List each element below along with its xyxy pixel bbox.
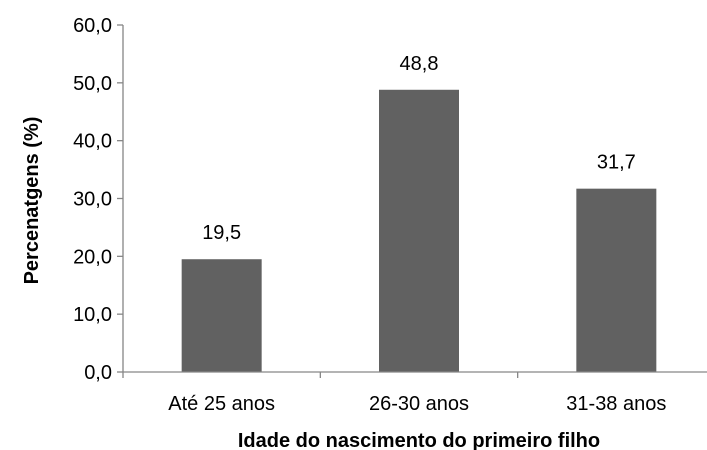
y-tick-label: 20,0 [73, 246, 112, 268]
y-tick-label: 0,0 [84, 362, 112, 384]
data-label: 31,7 [597, 152, 636, 174]
bar [181, 259, 262, 372]
data-label: 19,5 [202, 222, 241, 244]
bar [576, 188, 657, 372]
bars: 19,5 48,8 31,7 [181, 53, 657, 373]
y-tick-label: 50,0 [73, 73, 112, 95]
data-label: 48,8 [400, 53, 439, 75]
y-tick-label: 30,0 [73, 189, 112, 211]
y-axis-ticks: 0,0 10,0 20,0 30,0 40,0 50,0 60,0 [73, 15, 123, 384]
x-tick-label: 26-30 anos [369, 393, 469, 415]
y-tick-label: 60,0 [73, 15, 112, 37]
bar [379, 89, 459, 373]
y-axis-title: Percenatgens (%) [21, 117, 43, 285]
y-tick-label: 40,0 [73, 131, 112, 153]
x-axis-ticks: Até 25 anos 26-30 anos 31-38 anos [122, 372, 666, 415]
x-axis-title: Idade do nascimento do primeiro filho [238, 430, 600, 450]
x-tick-label: Até 25 anos [168, 393, 275, 415]
x-tick-label: 31-38 anos [566, 393, 666, 415]
y-tick-label: 10,0 [73, 304, 112, 326]
